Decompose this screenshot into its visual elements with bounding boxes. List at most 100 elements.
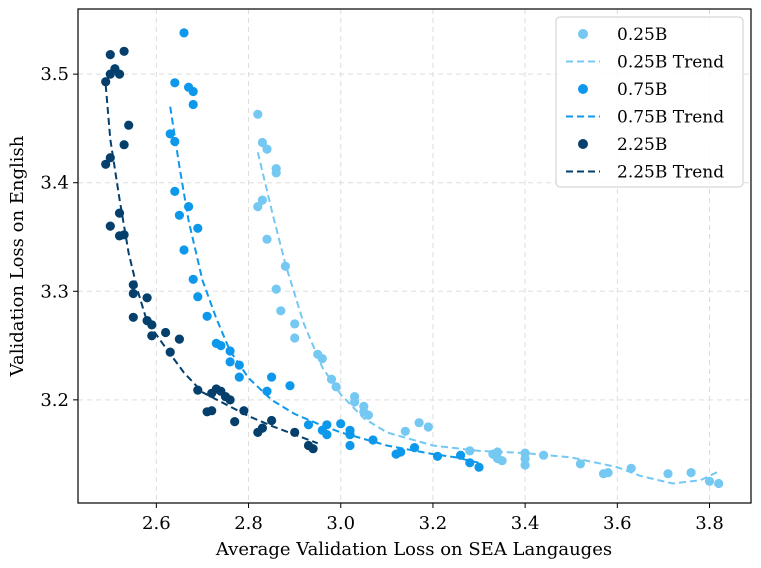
data-point-025b [257, 137, 267, 148]
y-axis-ticks: 3.2 3.3 3.4 3.5 [40, 64, 78, 411]
data-point-075b [285, 381, 295, 391]
data-point-025b [363, 410, 373, 420]
legend-box [555, 16, 744, 188]
data-point-025b [331, 382, 341, 392]
trend-lines [104, 84, 720, 485]
data-point-225b [119, 46, 129, 56]
data-point-075b [409, 443, 420, 453]
legend-label-trend-025b: 0.25B Trend [617, 53, 724, 73]
x-tick-label: 2.6 [142, 513, 171, 534]
data-point-075b [179, 28, 189, 38]
y-axis-title: Validation Loss on English [7, 135, 28, 377]
data-point-075b [368, 435, 378, 445]
x-tick-label: 3.0 [326, 513, 355, 534]
data-point-225b [105, 153, 115, 163]
data-point-225b [128, 288, 138, 299]
data-point-025b [492, 447, 503, 457]
data-point-075b [188, 99, 198, 110]
data-point-075b [225, 346, 235, 356]
data-point-225b [142, 293, 152, 303]
x-axis-ticks: 2.6 2.8 3.0 3.2 3.4 3.6 3.8 [142, 503, 724, 534]
data-point-025b [603, 468, 613, 478]
data-point-025b [262, 234, 272, 244]
data-point-025b [271, 168, 281, 178]
data-point-025b [686, 468, 696, 478]
data-point-025b [317, 354, 327, 364]
data-point-225b [119, 140, 129, 150]
data-point-225b [114, 208, 125, 218]
legend-label-025b: 0.25B [617, 25, 667, 45]
plot-frame [77, 8, 752, 504]
data-point-225b [128, 280, 138, 290]
data-point-025b [497, 456, 507, 466]
data-point-075b [188, 86, 198, 97]
data-point-075b [170, 186, 180, 196]
legend-marker-075b [578, 84, 588, 94]
data-point-225b [267, 415, 277, 426]
data-point-075b [225, 357, 235, 367]
trend-line-025b [256, 152, 720, 485]
data-point-225b [128, 312, 138, 322]
data-point-025b [262, 144, 272, 154]
data-point-225b [101, 77, 111, 87]
data-point-075b [234, 360, 244, 370]
data-point-225b [165, 347, 175, 357]
data-point-075b [184, 202, 194, 212]
y-tick-label: 3.2 [40, 390, 69, 411]
data-point-075b [170, 78, 180, 88]
data-point-075b [170, 136, 180, 147]
legend-label-225b: 2.25B [617, 135, 667, 155]
data-point-025b [276, 306, 286, 316]
data-point-025b [290, 319, 300, 329]
legend-label-trend-225b: 2.25B Trend [617, 163, 724, 183]
data-point-025b [257, 195, 267, 205]
y-tick-label: 3.3 [40, 281, 69, 302]
data-point-225b [290, 427, 300, 437]
data-point-025b [400, 426, 410, 436]
data-point-075b [174, 210, 184, 220]
data-point-075b [303, 420, 314, 430]
data-point-025b [350, 392, 360, 402]
data-point-025b [714, 478, 724, 489]
data-point-225b [147, 320, 157, 330]
data-point-075b [179, 245, 189, 255]
data-point-025b [626, 463, 636, 473]
y-tick-label: 3.4 [40, 173, 69, 194]
legend-label-trend-075b: 0.75B Trend [617, 108, 724, 128]
data-point-075b [336, 419, 346, 429]
x-tick-label: 3.8 [695, 513, 724, 534]
data-point-075b [216, 341, 226, 351]
data-point-075b [396, 447, 406, 457]
data-point-075b [193, 292, 203, 302]
data-point-025b [271, 284, 281, 294]
trend-line-225b [104, 84, 319, 445]
data-point-075b [322, 420, 332, 430]
data-point-025b [280, 261, 290, 271]
data-point-225b [202, 407, 212, 417]
legend-label-075b: 0.75B [617, 80, 667, 100]
data-point-225b [114, 69, 125, 79]
data-point-075b [188, 274, 198, 284]
x-tick-label: 2.8 [234, 513, 263, 534]
data-point-025b [465, 446, 475, 456]
data-point-025b [704, 476, 715, 486]
data-point-025b [520, 453, 530, 464]
data-point-025b [253, 109, 263, 119]
data-point-075b [262, 386, 272, 396]
data-point-225b [101, 159, 111, 169]
data-point-075b [432, 451, 443, 461]
data-point-025b [520, 460, 530, 470]
legend: 0.25B 0.25B Trend 0.75B 0.75B Trend 2.25B 2.2… [555, 16, 744, 188]
data-point-025b [423, 422, 433, 432]
trend-line-075b [169, 106, 480, 464]
data-point-075b [465, 458, 475, 468]
data-point-225b [230, 417, 240, 427]
data-point-025b [253, 202, 263, 212]
data-point-025b [326, 374, 337, 384]
x-tick-label: 3.4 [511, 513, 540, 534]
data-point-075b [193, 223, 203, 233]
data-point-075b [165, 129, 175, 139]
data-point-225b [105, 221, 115, 231]
data-points [101, 28, 724, 489]
data-point-225b [308, 444, 318, 454]
